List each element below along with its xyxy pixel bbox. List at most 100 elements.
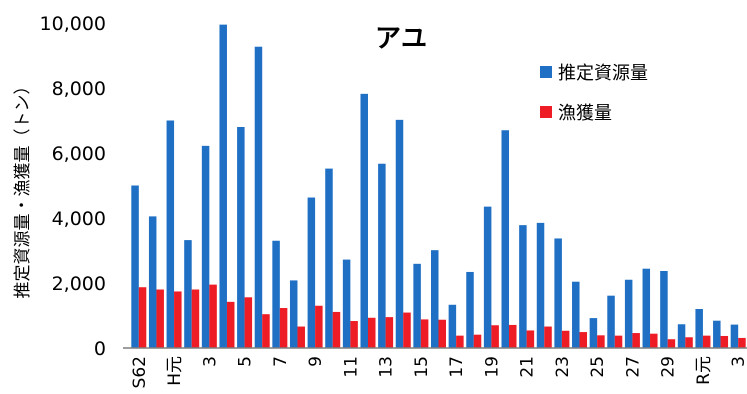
bar-catch <box>526 330 535 348</box>
chart-title: アユ <box>375 24 427 54</box>
x-tick-label: 11 <box>341 356 361 378</box>
y-axis-label: 推定資源量・漁獲量（トン） <box>13 78 33 299</box>
bar-catch <box>720 335 729 348</box>
bar-resource <box>237 127 245 348</box>
bar-resource <box>342 259 351 348</box>
bar-resource <box>201 145 210 348</box>
bar-catch <box>367 317 376 348</box>
bar-resource <box>607 295 615 348</box>
bar-resource <box>466 271 474 348</box>
bar-resource <box>642 268 651 348</box>
bar-catch <box>191 289 200 348</box>
x-ticks: S62 H元 3 5 7 9 11 13 15 17 19 21 23 25 27 29 R元 3 <box>130 356 747 388</box>
x-tick-label: 27 <box>623 356 643 378</box>
x-tick-label: 21 <box>518 356 538 378</box>
bar-resource <box>148 216 157 349</box>
legend-swatch <box>540 66 552 78</box>
x-tick-label: 3 <box>729 356 747 367</box>
bar-resource <box>131 185 139 348</box>
bar-catch <box>491 325 499 348</box>
bar-catch <box>685 337 693 348</box>
bar-catch <box>262 314 270 348</box>
bar-resource <box>677 324 686 348</box>
x-tick-label: 17 <box>447 356 467 378</box>
bar-resource <box>272 240 280 348</box>
y-tick-label: 2,000 <box>52 273 106 295</box>
y-ticks: 0 2,000 4,000 6,000 8,000 10,000 <box>40 13 106 360</box>
bar-catch <box>403 312 411 348</box>
y-tick-label: 8,000 <box>52 78 106 100</box>
y-tick-label: 0 <box>94 338 106 360</box>
bar-resource <box>536 222 545 349</box>
x-tick-label: R元 <box>694 356 714 385</box>
bars <box>131 24 746 349</box>
bar-resource <box>395 119 404 348</box>
bar-catch <box>456 335 464 348</box>
bar-resource <box>624 279 633 348</box>
bar-catch <box>579 332 588 348</box>
bar-catch <box>702 335 711 348</box>
bar-catch <box>385 317 394 349</box>
bar-resource <box>501 130 510 348</box>
bar-resource <box>166 120 175 348</box>
y-tick-label: 10,000 <box>40 13 106 35</box>
bar-catch <box>138 287 147 348</box>
x-tick-label: 7 <box>271 356 291 367</box>
x-tick-label: 19 <box>482 356 502 378</box>
bar-catch <box>509 324 517 348</box>
bar-catch <box>650 333 658 348</box>
bar-resource <box>289 280 298 348</box>
y-axis: 推定資源量・漁獲量（トン） <box>13 78 33 299</box>
bar-resource <box>713 320 721 348</box>
bar-catch <box>438 319 446 348</box>
bar-resource <box>519 225 527 348</box>
bar-resource <box>695 309 703 348</box>
bar-resource <box>660 270 668 348</box>
bar-catch <box>279 308 288 348</box>
bar-catch <box>614 335 623 348</box>
bar-resource <box>413 263 421 348</box>
x-tick-label: 3 <box>200 356 220 367</box>
bar-catch <box>738 337 746 348</box>
bar-catch <box>561 330 570 348</box>
bar-resource <box>307 197 316 348</box>
legend-label: 漁獲量 <box>558 103 612 124</box>
bar-catch <box>244 297 253 348</box>
bar-catch <box>332 311 341 348</box>
bar-resource <box>730 324 739 348</box>
bar-resource <box>360 93 368 348</box>
bar-resource <box>219 24 227 349</box>
x-tick-label: 9 <box>306 356 326 367</box>
bar-resource <box>572 281 580 348</box>
bar-catch <box>632 333 640 348</box>
x-tick-label: 5 <box>236 356 256 367</box>
bar-resource <box>589 318 598 348</box>
x-tick-label: H元 <box>165 356 185 386</box>
bar-catch <box>226 301 235 348</box>
x-tick-label: S62 <box>130 356 150 388</box>
bar-resource <box>554 238 562 348</box>
bar-catch <box>174 291 182 348</box>
x-tick-label: 23 <box>553 356 573 378</box>
x-tick-label: 15 <box>412 356 432 378</box>
legend-label: 推定資源量 <box>558 63 648 84</box>
bar-resource <box>483 206 492 349</box>
x-tick-label: 25 <box>588 356 608 378</box>
bar-catch <box>350 321 358 348</box>
bar-catch <box>544 326 552 348</box>
bar-catch <box>209 284 217 349</box>
bar-catch <box>473 334 482 348</box>
y-tick-label: 6,000 <box>52 143 106 165</box>
bar-catch <box>315 305 323 348</box>
bar-resource <box>184 240 192 348</box>
x-tick-label: 13 <box>377 356 397 378</box>
bar-resource <box>325 168 333 348</box>
bar-catch <box>156 289 164 348</box>
x-tick-label: 29 <box>659 356 679 378</box>
bar-catch <box>597 335 605 348</box>
bar-resource <box>448 304 457 348</box>
y-tick-label: 4,000 <box>52 208 106 230</box>
legend-swatch <box>540 106 552 118</box>
